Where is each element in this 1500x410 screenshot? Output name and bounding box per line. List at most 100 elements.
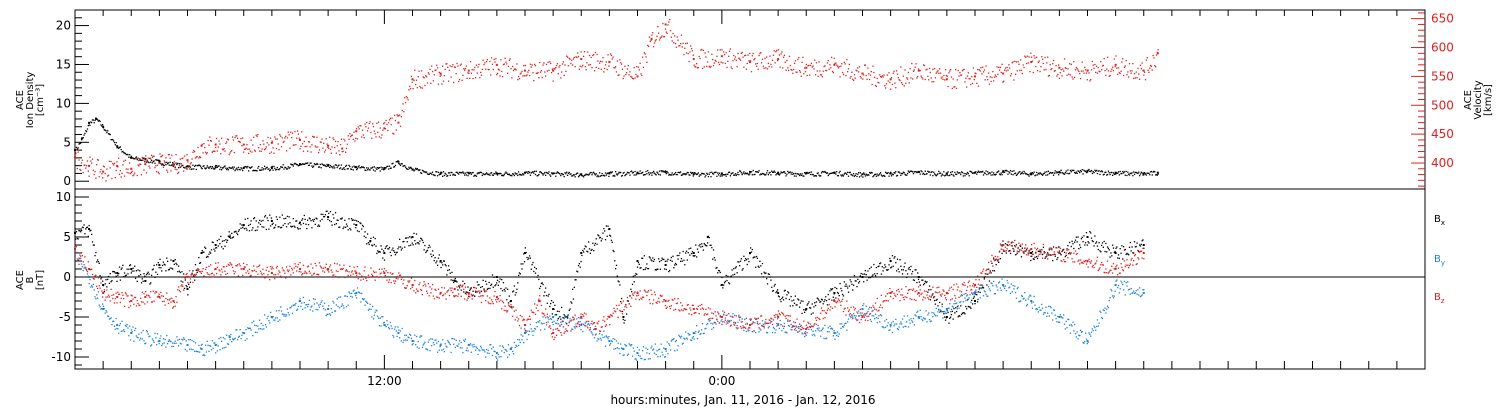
y-tick-label: 0 <box>63 270 71 284</box>
scatter-dot <box>399 337 401 339</box>
scatter-dot <box>1106 246 1109 248</box>
scatter-dot <box>1004 169 1007 172</box>
scatter-dot <box>412 244 414 246</box>
scatter-dot <box>600 68 602 70</box>
scatter-dot <box>584 66 586 68</box>
scatter-dot <box>671 172 673 174</box>
scatter-dot <box>696 67 699 69</box>
scatter-dot <box>663 356 666 358</box>
scatter-dot <box>550 62 552 65</box>
scatter-dot <box>280 135 282 137</box>
scatter-dot <box>242 332 245 334</box>
scatter-dot <box>275 168 278 171</box>
scatter-dot <box>163 342 165 344</box>
scatter-dot <box>282 224 284 226</box>
scatter-dot <box>102 127 105 129</box>
scatter-dot <box>90 229 92 232</box>
scatter-dot <box>917 68 920 70</box>
scatter-dot <box>200 145 203 147</box>
scatter-dot <box>639 170 641 172</box>
scatter-dot <box>151 269 154 271</box>
scatter-dot <box>904 262 906 264</box>
scatter-dot <box>917 272 919 274</box>
scatter-dot <box>582 55 585 58</box>
scatter-dot <box>703 173 705 175</box>
scatter-dot <box>105 130 107 132</box>
scatter-dot <box>928 171 931 173</box>
scatter-dot <box>721 175 723 177</box>
scatter-dot <box>534 266 536 269</box>
scatter-dot <box>95 297 97 300</box>
scatter-dot <box>998 261 1000 263</box>
scatter-dot <box>916 171 918 174</box>
scatter-dot <box>80 257 82 259</box>
scatter-dot <box>832 296 834 298</box>
scatter-dot <box>758 266 760 268</box>
scatter-dot <box>569 58 571 60</box>
scatter-dot <box>536 326 538 328</box>
scatter-dot <box>559 324 561 326</box>
scatter-dot <box>91 119 94 121</box>
scatter-dot <box>264 148 267 150</box>
scatter-dot <box>736 328 738 330</box>
scatter-dot <box>323 216 325 218</box>
scatter-dot <box>276 317 278 319</box>
scatter-dot <box>436 67 439 69</box>
scatter-dot <box>503 352 505 354</box>
scatter-dot <box>101 173 103 175</box>
scatter-dot <box>531 171 533 174</box>
scatter-dot <box>162 166 165 168</box>
scatter-dot <box>646 61 648 63</box>
scatter-dot <box>650 259 652 261</box>
scatter-dot <box>85 268 87 270</box>
scatter-dot <box>307 303 310 306</box>
scatter-dot <box>788 171 791 174</box>
scatter-dot <box>416 87 419 89</box>
scatter-dot <box>1094 169 1096 171</box>
scatter-dot <box>929 174 932 176</box>
scatter-dot <box>163 160 165 162</box>
scatter-dot <box>137 164 139 166</box>
scatter-dot <box>968 77 970 80</box>
scatter-dot <box>1020 256 1023 258</box>
scatter-dot <box>345 164 348 167</box>
scatter-dot <box>351 219 354 221</box>
scatter-dot <box>1047 170 1050 172</box>
scatter-dot <box>202 152 204 154</box>
y-tick-label: 10 <box>56 190 71 204</box>
scatter-dot <box>972 172 975 174</box>
scatter-dot <box>551 68 554 70</box>
data-point <box>777 58 780 61</box>
scatter-dot <box>693 64 695 66</box>
scatter-dot <box>523 261 526 263</box>
scatter-dot <box>372 169 375 171</box>
scatter-dot <box>631 77 634 80</box>
scatter-dot <box>241 168 243 170</box>
scatter-dot <box>142 157 144 160</box>
scatter-dot <box>119 146 122 148</box>
scatter-dot <box>285 315 287 317</box>
scatter-dot <box>524 64 527 67</box>
scatter-dot <box>593 173 596 175</box>
scatter-dot <box>914 269 916 271</box>
scatter-dot <box>1124 65 1126 67</box>
scatter-dot <box>253 320 255 322</box>
scatter-dot <box>681 260 683 262</box>
scatter-dot <box>508 295 510 297</box>
scatter-dot <box>598 67 600 70</box>
scatter-dot <box>517 78 519 81</box>
scatter-dot <box>270 217 273 219</box>
scatter-dot <box>863 172 865 174</box>
scatter-dot <box>658 32 660 34</box>
scatter-dot <box>912 171 914 173</box>
scatter-dot <box>790 295 792 298</box>
scatter-dot <box>301 302 303 304</box>
scatter-dot <box>263 328 265 330</box>
scatter-dot <box>265 146 267 148</box>
scatter-dot <box>675 173 678 176</box>
scatter-dot <box>1124 174 1126 176</box>
scatter-dot <box>721 49 723 51</box>
scatter-dot <box>1149 67 1151 69</box>
scatter-dot <box>176 163 178 166</box>
scatter-dot <box>588 173 591 175</box>
